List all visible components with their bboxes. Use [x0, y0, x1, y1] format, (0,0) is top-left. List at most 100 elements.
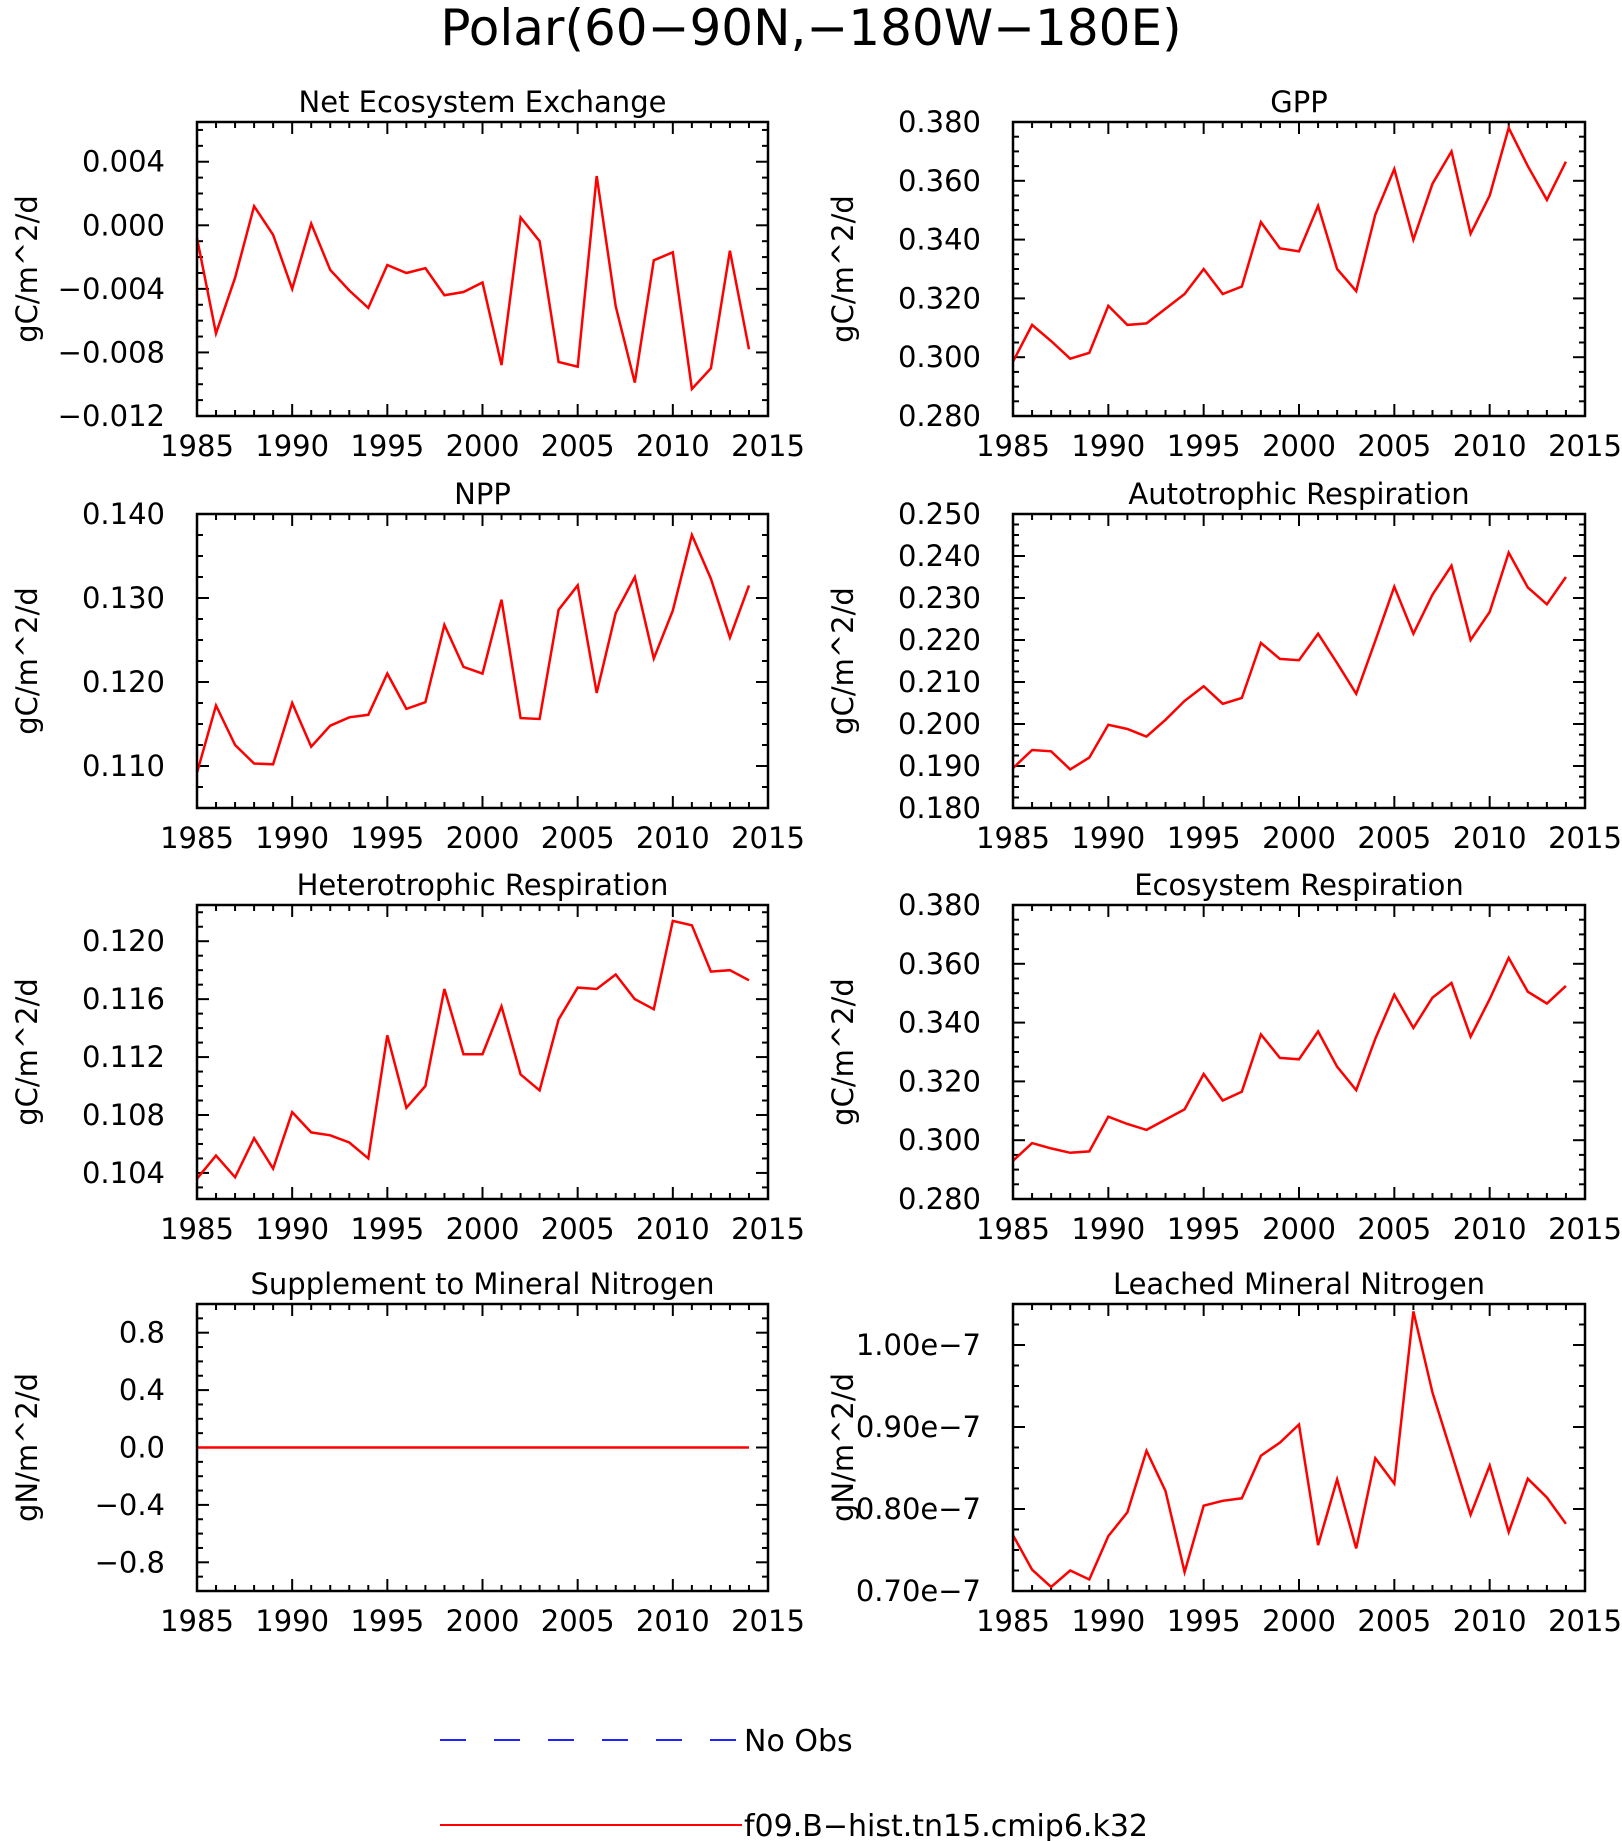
series-line	[195, 531, 751, 774]
x-tick-label: 2010	[636, 429, 710, 463]
y-tick-label: 0.380	[898, 888, 981, 922]
y-tick-label: 0.360	[898, 947, 981, 981]
x-tick-label: 2010	[1453, 1604, 1527, 1638]
x-tick-label: 1985	[160, 1212, 234, 1246]
legend-model-label: f09.B−hist.tn15.cmip6.k32	[744, 1809, 1148, 1841]
x-tick-label: 2005	[541, 821, 615, 855]
plot-frame	[195, 1302, 770, 1593]
x-tick-label: 2000	[446, 821, 520, 855]
y-tick-label: 0.000	[82, 208, 165, 242]
x-tick-label: 2010	[636, 1212, 710, 1246]
y-tick-label: 1.00e−7	[856, 1328, 981, 1362]
x-tick-label: 1995	[1167, 1212, 1241, 1246]
y-tick-label: 0.80e−7	[856, 1492, 981, 1526]
x-tick-label: 2005	[541, 429, 615, 463]
series-line	[1011, 1311, 1567, 1589]
x-tick-label: 2005	[541, 1604, 615, 1638]
y-tick-label: −0.012	[58, 399, 165, 433]
y-tick-label: 0.240	[898, 539, 981, 573]
y-tick-label: 0.120	[82, 924, 165, 958]
x-tick-label: 2010	[1453, 1212, 1527, 1246]
x-tick-label: 1985	[976, 1212, 1050, 1246]
y-tick-label: 0.220	[898, 623, 981, 657]
y-tick-label: 0.004	[82, 145, 165, 179]
panel-title: Autotrophic Respiration	[1128, 477, 1469, 511]
x-tick-label: 2010	[636, 1604, 710, 1638]
plot-frame	[195, 903, 770, 1201]
x-tick-label: 2000	[1262, 1604, 1336, 1638]
x-tick-label: 2010	[1453, 821, 1527, 855]
x-tick-label: 1995	[1167, 1604, 1241, 1638]
y-tick-label: 0.210	[898, 665, 981, 699]
y-tick-label: 0.280	[898, 1182, 981, 1216]
y-tick-label: 0.108	[82, 1098, 165, 1132]
x-tick-label: 1990	[1071, 429, 1145, 463]
series-line	[1011, 124, 1568, 363]
y-tick-label: 0.112	[82, 1040, 165, 1074]
panel-ylabel: gC/m^2/d	[10, 978, 44, 1126]
x-tick-label: 1995	[350, 1604, 424, 1638]
x-tick-label: 1995	[350, 1212, 424, 1246]
panel-ylabel: gC/m^2/d	[826, 978, 860, 1126]
y-tick-label: −0.004	[58, 272, 165, 306]
x-tick-label: 1985	[160, 429, 234, 463]
x-tick-label: 2005	[1357, 821, 1431, 855]
chart-panel-1: Net Ecosystem Exchange gC/m^2/d 1985 1990 19…	[10, 85, 805, 463]
plot-frame	[1011, 1302, 1587, 1593]
y-tick-label: 0.300	[898, 1123, 981, 1157]
x-tick-label: 1990	[255, 821, 329, 855]
panel-title: Supplement to Mineral Nitrogen	[251, 1267, 715, 1301]
x-tick-label: 1985	[976, 1604, 1050, 1638]
x-tick-label: 1990	[1071, 1212, 1145, 1246]
x-tick-label: 1990	[1071, 821, 1145, 855]
y-tick-label: 0.340	[898, 1006, 981, 1040]
x-tick-label: 1995	[1167, 821, 1241, 855]
y-tick-label: 0.190	[898, 749, 981, 783]
x-tick-label: 2010	[636, 821, 710, 855]
chart-panel-7: Supplement to Mineral Nitrogen gN/m^2/d 19…	[10, 1267, 805, 1638]
y-tick-label: 0.230	[898, 581, 981, 615]
y-tick-label: 0.130	[82, 581, 165, 615]
x-tick-label: 2010	[1453, 429, 1527, 463]
x-tick-label: 2015	[1548, 1212, 1622, 1246]
y-tick-label: 0.110	[82, 749, 165, 783]
x-tick-label: 2015	[731, 1212, 805, 1246]
chart-panel-3: NPP gC/m^2/d 1985 1990 1995 2000 2005 2010 2015 0…	[10, 477, 805, 855]
series-line	[1012, 955, 1567, 1162]
x-tick-label: 1995	[350, 429, 424, 463]
x-tick-label: 2005	[1357, 1604, 1431, 1638]
x-tick-label: 2000	[446, 1604, 520, 1638]
chart-panel-6: Ecosystem Respiration gC/m^2/d 1985 1990 199…	[826, 868, 1622, 1246]
x-tick-label: 2015	[1548, 429, 1622, 463]
panel-title: Leached Mineral Nitrogen	[1113, 1267, 1485, 1301]
y-tick-label: 0.120	[82, 665, 165, 699]
y-tick-label: 0.360	[898, 164, 981, 198]
y-tick-label: 0.280	[898, 399, 981, 433]
x-tick-label: 1990	[255, 1212, 329, 1246]
x-tick-label: 2015	[1548, 821, 1622, 855]
panel-ylabel: gN/m^2/d	[10, 1373, 44, 1522]
y-tick-label: 0.8	[119, 1316, 165, 1350]
y-tick-label: 0.104	[82, 1156, 165, 1190]
x-tick-label: 1990	[1071, 1604, 1145, 1638]
chart-panel-8: Leached Mineral Nitrogen gN/m^2/d 1985 1990…	[826, 1267, 1622, 1638]
panel-ylabel: gN/m^2/d	[826, 1373, 860, 1522]
panel-ylabel: gC/m^2/d	[826, 587, 860, 735]
chart-panel-5: Heterotrophic Respiration gC/m^2/d 1985 199…	[10, 868, 805, 1246]
y-tick-label: 0.180	[898, 791, 981, 825]
y-tick-label: 0.90e−7	[856, 1410, 981, 1444]
x-tick-label: 1985	[976, 429, 1050, 463]
x-tick-label: 2005	[541, 1212, 615, 1246]
x-tick-label: 1985	[160, 1604, 234, 1638]
plot-frame	[1011, 120, 1587, 418]
x-tick-label: 2015	[731, 821, 805, 855]
panel-title: Net Ecosystem Exchange	[299, 85, 667, 119]
x-tick-label: 1985	[976, 821, 1050, 855]
y-tick-label: −0.4	[95, 1488, 165, 1522]
y-tick-label: 0.320	[898, 1064, 981, 1098]
x-tick-label: 2015	[1548, 1604, 1622, 1638]
x-tick-label: 2005	[1357, 1212, 1431, 1246]
legend: No Obs f09.B−hist.tn15.cmip6.k32	[440, 1724, 1148, 1841]
panel-title: NPP	[454, 477, 511, 511]
x-tick-label: 1990	[255, 429, 329, 463]
